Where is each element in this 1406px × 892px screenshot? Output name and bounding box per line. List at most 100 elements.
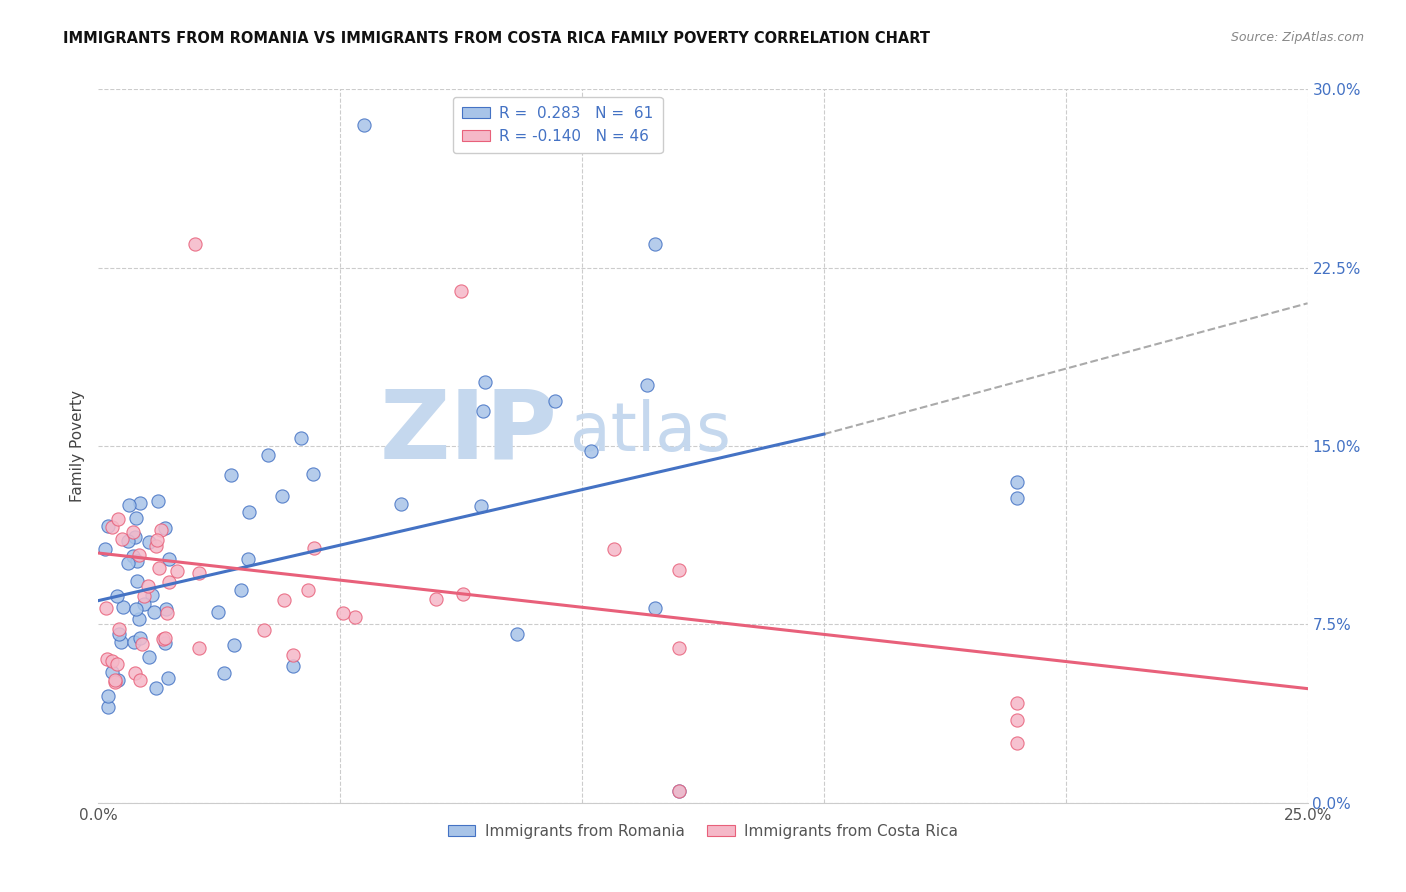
Point: [253, 623, 276, 637]
Point: [184, 236, 207, 251]
Point: [110, 634, 132, 648]
Point: [134, 590, 156, 604]
Point: [107, 673, 129, 687]
Point: [281, 658, 304, 673]
Point: [281, 648, 304, 662]
Point: [124, 666, 146, 681]
Point: [219, 468, 242, 483]
Point: [146, 494, 169, 508]
Point: [128, 496, 150, 510]
Point: [97, 519, 120, 533]
Point: [101, 655, 124, 669]
Point: [644, 236, 666, 251]
Point: [153, 631, 176, 645]
Point: [105, 589, 128, 603]
Point: [156, 606, 179, 620]
Point: [450, 285, 472, 299]
Point: [105, 657, 128, 671]
Y-axis label: Family Poverty: Family Poverty: [70, 390, 86, 502]
Point: [94, 541, 117, 556]
Point: [136, 578, 159, 592]
Point: [212, 666, 235, 681]
Point: [1007, 696, 1029, 710]
Point: [128, 612, 150, 626]
Point: [101, 665, 124, 680]
Point: [155, 601, 177, 615]
Point: [166, 564, 188, 578]
Point: [101, 520, 124, 534]
Point: [143, 605, 166, 619]
Point: [229, 583, 252, 598]
Point: [141, 588, 163, 602]
Point: [122, 525, 145, 540]
Point: [353, 118, 375, 132]
Point: [188, 641, 211, 656]
Point: [1007, 475, 1029, 489]
Point: [94, 600, 117, 615]
Point: [138, 650, 160, 665]
Point: [668, 784, 690, 798]
Point: [150, 523, 173, 537]
Point: [108, 622, 131, 636]
Point: [271, 489, 294, 503]
Point: [127, 554, 149, 568]
Point: [128, 549, 150, 563]
Point: [97, 690, 120, 704]
Point: [1007, 491, 1029, 506]
Point: [389, 497, 412, 511]
Point: [156, 671, 179, 685]
Point: [301, 467, 323, 482]
Point: [96, 652, 118, 666]
Point: [238, 504, 260, 518]
Point: [111, 599, 134, 614]
Point: [470, 500, 492, 514]
Point: [146, 533, 169, 547]
Point: [636, 378, 658, 392]
Point: [118, 499, 141, 513]
Point: [451, 587, 474, 601]
Point: [129, 631, 152, 645]
Point: [474, 376, 496, 390]
Point: [111, 532, 134, 546]
Point: [124, 510, 146, 524]
Point: [668, 563, 690, 577]
Point: [117, 534, 139, 549]
Text: Source: ZipAtlas.com: Source: ZipAtlas.com: [1230, 31, 1364, 45]
Point: [425, 591, 447, 606]
Point: [145, 539, 167, 553]
Point: [131, 637, 153, 651]
Point: [332, 607, 354, 621]
Point: [603, 541, 626, 556]
Point: [644, 600, 666, 615]
Point: [132, 597, 155, 611]
Point: [152, 632, 174, 646]
Point: [273, 593, 295, 607]
Point: [145, 681, 167, 695]
Point: [257, 448, 280, 462]
Point: [506, 627, 529, 641]
Point: [122, 634, 145, 648]
Point: [129, 673, 152, 687]
Point: [187, 566, 209, 581]
Point: [1007, 736, 1029, 750]
Point: [290, 431, 312, 445]
Point: [579, 443, 602, 458]
Text: IMMIGRANTS FROM ROMANIA VS IMMIGRANTS FROM COSTA RICA FAMILY POVERTY CORRELATION: IMMIGRANTS FROM ROMANIA VS IMMIGRANTS FR…: [63, 31, 931, 46]
Point: [344, 610, 367, 624]
Point: [207, 605, 229, 619]
Point: [153, 520, 176, 534]
Point: [302, 541, 325, 555]
Text: atlas: atlas: [569, 399, 731, 465]
Point: [668, 784, 690, 798]
Point: [668, 641, 690, 656]
Point: [97, 700, 120, 714]
Point: [153, 636, 176, 650]
Point: [297, 583, 319, 598]
Point: [1007, 713, 1029, 727]
Point: [104, 675, 127, 690]
Text: ZIP: ZIP: [380, 385, 558, 478]
Point: [236, 552, 259, 566]
Point: [125, 602, 148, 616]
Point: [148, 561, 170, 575]
Point: [138, 534, 160, 549]
